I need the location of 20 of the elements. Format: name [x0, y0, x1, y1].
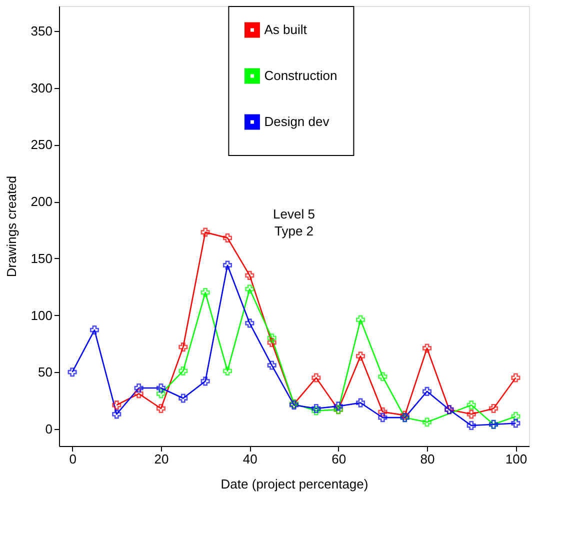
- x-tick-label: 20: [154, 452, 169, 466]
- y-tick-label: 50: [38, 364, 52, 380]
- y-tick-label: 250: [30, 137, 52, 152]
- y-axis-title: Drawings created: [4, 176, 19, 278]
- x-tick-label: 80: [420, 452, 435, 466]
- x-axis-title: Date (project percentage): [220, 476, 368, 492]
- y-tick-label: 200: [30, 194, 52, 210]
- legend-label: As built: [264, 22, 308, 37]
- x-tick-label: 100: [505, 452, 528, 466]
- x-tick-label: 60: [332, 452, 346, 466]
- y-tick-label: 350: [30, 24, 52, 39]
- y-tick-label: 100: [30, 308, 52, 323]
- x-tick-label: 0: [69, 452, 76, 466]
- y-tick-label: 0: [45, 421, 52, 436]
- legend-label: Construction: [264, 68, 338, 83]
- legend-label: Design dev: [264, 114, 330, 129]
- y-tick-label: 150: [30, 250, 52, 266]
- y-tick-label: 300: [30, 80, 52, 96]
- x-tick-label: 40: [242, 452, 258, 466]
- annotation: Level 5 Type 2: [273, 206, 315, 238]
